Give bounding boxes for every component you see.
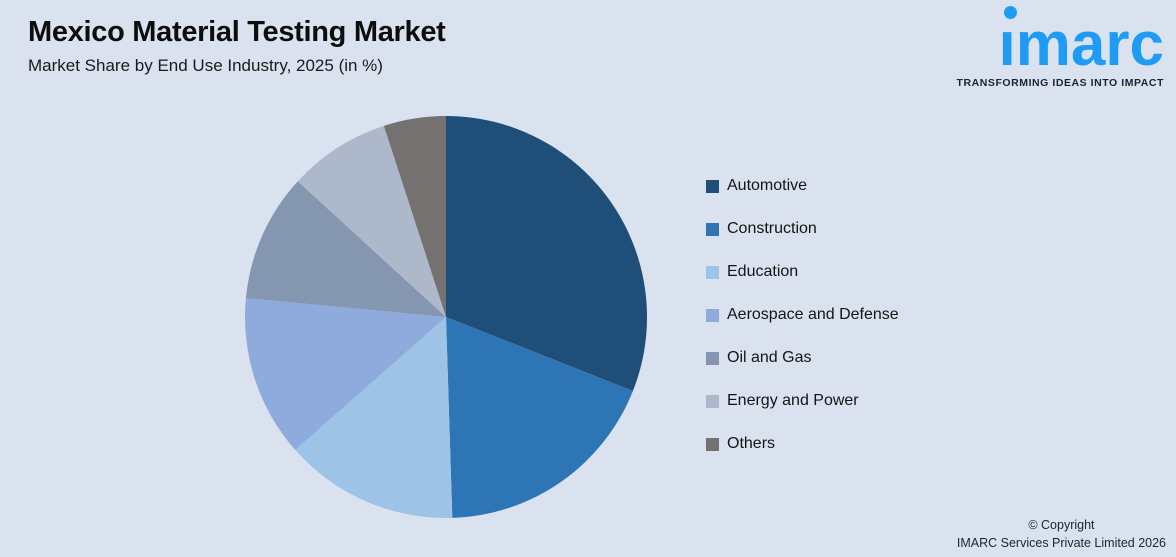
copyright-notice: © Copyright IMARC Services Private Limit… [957,516,1166,552]
legend-item-education: Education [706,257,899,287]
pie-slice-education [295,317,453,518]
pie-chart [244,115,648,519]
legend-swatch-icon [706,222,719,236]
pie-slice-others [383,116,446,317]
legend-label: Oil and Gas [727,349,812,366]
legend-swatch-icon [706,179,719,193]
legend-swatch-icon [706,394,719,408]
legend-label: Energy and Power [727,392,859,409]
pie-slice-construction [446,317,633,518]
copyright-line2: IMARC Services Private Limited 2026 [956,535,1166,550]
imarc-logo: ımarc TRANSFORMING IDEAS INTO IMPACT [957,6,1164,89]
legend-label: Education [727,263,799,280]
page-subtitle: Market Share by End Use Industry, 2025 (… [28,56,383,75]
legend-swatch-icon [706,265,719,279]
imarc-logo-dot-icon [1003,6,1017,19]
imarc-logo-tagline: TRANSFORMING IDEAS INTO IMPACT [956,77,1164,89]
legend-swatch-icon [706,351,719,365]
copyright-line1: © Copyright [1028,517,1095,532]
legend-item-construction: Construction [706,214,899,244]
pie-chart-svg [244,116,648,518]
legend-label: Others [727,435,776,452]
pie-slice-oil-and-gas [245,181,446,317]
legend-label: Aerospace and Defense [727,306,899,323]
imarc-logo-wordmark: ımarc [999,6,1164,76]
legend-item-energy-and-power: Energy and Power [706,386,899,416]
imarc-logo-text: ımarc [998,10,1164,79]
legend-item-automotive: Automotive [706,171,899,201]
legend-swatch-icon [706,437,719,451]
legend-swatch-icon [706,308,719,322]
pie-slice-aerospace-and-defense [244,298,446,450]
legend-item-others: Others [706,429,899,459]
legend-item-oil-and-gas: Oil and Gas [706,343,899,373]
pie-slice-automotive [446,116,648,391]
pie-slice-energy-and-power [297,125,446,317]
legend-item-aerospace-and-defense: Aerospace and Defense [706,300,899,330]
legend-label: Automotive [727,177,808,194]
chart-legend: Automotive Construction Education Aerospace… [706,171,899,472]
legend-label: Construction [727,220,817,237]
header: Mexico Material Testing Market Market Sh… [28,16,446,76]
page-title: Mexico Material Testing Market [28,16,446,48]
